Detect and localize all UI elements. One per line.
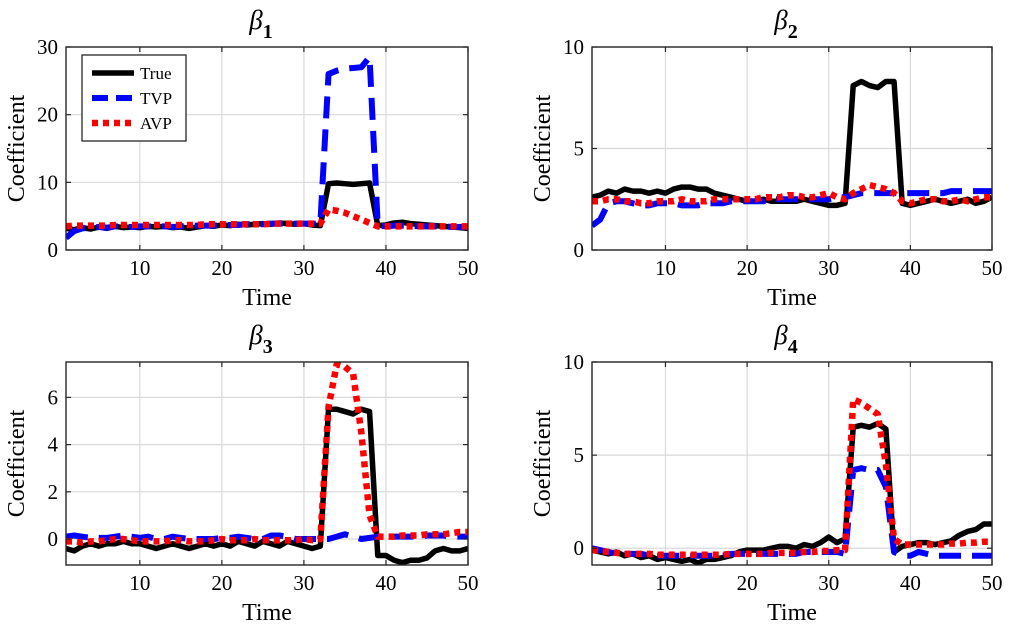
series-group [66, 54, 468, 241]
legend-label-tvp: TVP [140, 89, 172, 108]
y-tick-label: 30 [37, 35, 58, 59]
series-group [592, 396, 992, 565]
y-axis-label: Coefficient [530, 94, 556, 202]
y-tick-label: 6 [48, 385, 59, 409]
y-tick-label: 4 [48, 433, 59, 457]
title-subscript: 3 [263, 336, 273, 358]
x-tick-label: 30 [293, 256, 314, 280]
y-tick-label: 0 [48, 527, 59, 551]
plot-frame [65, 361, 469, 566]
x-axis-label: Time [767, 285, 817, 311]
legend: True TVP AVP [81, 54, 187, 142]
title-symbol: β [773, 5, 788, 35]
series-avp-line [592, 181, 992, 207]
title-symbol: β [773, 320, 788, 350]
panel-3: 10 20 30 40 50 0 2 4 6 Time Coefficient β3 [4, 320, 479, 626]
x-tick-label: 30 [818, 571, 839, 595]
title-subscript: 2 [788, 21, 798, 43]
y-tick-label: 10 [563, 35, 584, 59]
x-tick-label: 40 [375, 256, 396, 280]
x-tick-label: 50 [982, 256, 1003, 280]
y-axis-label: Coefficient [4, 94, 30, 202]
series-avp-line [592, 396, 992, 559]
series-group [66, 362, 468, 565]
x-tick-label: 10 [129, 571, 150, 595]
title-symbol: β [248, 5, 263, 35]
y-tick-label: 2 [48, 480, 59, 504]
y-axis-label: Coefficient [530, 409, 556, 517]
x-tick-label: 40 [900, 256, 921, 280]
x-tick-label: 30 [818, 256, 839, 280]
y-tick-label: 0 [574, 238, 585, 262]
y-tick-label: 0 [48, 238, 59, 262]
title-symbol: β [248, 320, 263, 350]
series-avp-line [66, 206, 468, 230]
title-subscript: 4 [788, 336, 798, 358]
y-tick-label: 5 [574, 137, 585, 161]
x-tick-label: 40 [375, 571, 396, 595]
panel-4: 10 20 30 40 50 0 5 10 Time Coefficient β4 [530, 320, 1003, 626]
panel-title: β4 [773, 320, 797, 358]
plot-frame [65, 46, 469, 251]
legend-label-true: True [140, 64, 172, 83]
y-tick-label: 0 [574, 536, 585, 560]
x-tick-label: 10 [655, 571, 676, 595]
panel-title: β2 [773, 5, 797, 43]
legend-label-avp: AVP [140, 114, 172, 133]
panel-2: 10 20 30 40 50 0 5 10 Time Coefficient β2 [530, 5, 1003, 311]
title-subscript: 1 [263, 21, 273, 43]
y-tick-label: 20 [37, 103, 58, 127]
x-tick-label: 10 [129, 256, 150, 280]
y-tick-label: 10 [563, 350, 584, 374]
x-tick-label: 10 [655, 256, 676, 280]
x-tick-label: 40 [900, 571, 921, 595]
series-true-line [592, 78, 992, 209]
y-axis-label: Coefficient [4, 409, 30, 517]
y-tick-label: 5 [574, 443, 585, 467]
panel-title: β3 [248, 320, 272, 358]
panel-1: 10 20 30 40 500102030TimeCoefficientβ1TrueTV… [4, 5, 479, 311]
x-tick-label: 20 [737, 256, 758, 280]
x-tick-label: 50 [982, 571, 1003, 595]
x-tick-label: 30 [293, 571, 314, 595]
x-axis-label: Time [242, 600, 292, 626]
x-axis-label: Time [767, 600, 817, 626]
series-group [592, 78, 992, 229]
series-true-line [592, 420, 992, 565]
x-tick-label: 20 [737, 571, 758, 595]
series-avp-line [66, 362, 468, 546]
x-tick-label: 20 [211, 571, 232, 595]
x-tick-label: 20 [211, 256, 232, 280]
y-tick-label: 10 [37, 170, 58, 194]
panel-title: β1 [248, 5, 272, 43]
x-axis-label: Time [242, 285, 292, 311]
plot-frame [591, 361, 993, 566]
x-tick-label: 50 [458, 571, 479, 595]
x-tick-label: 50 [458, 256, 479, 280]
